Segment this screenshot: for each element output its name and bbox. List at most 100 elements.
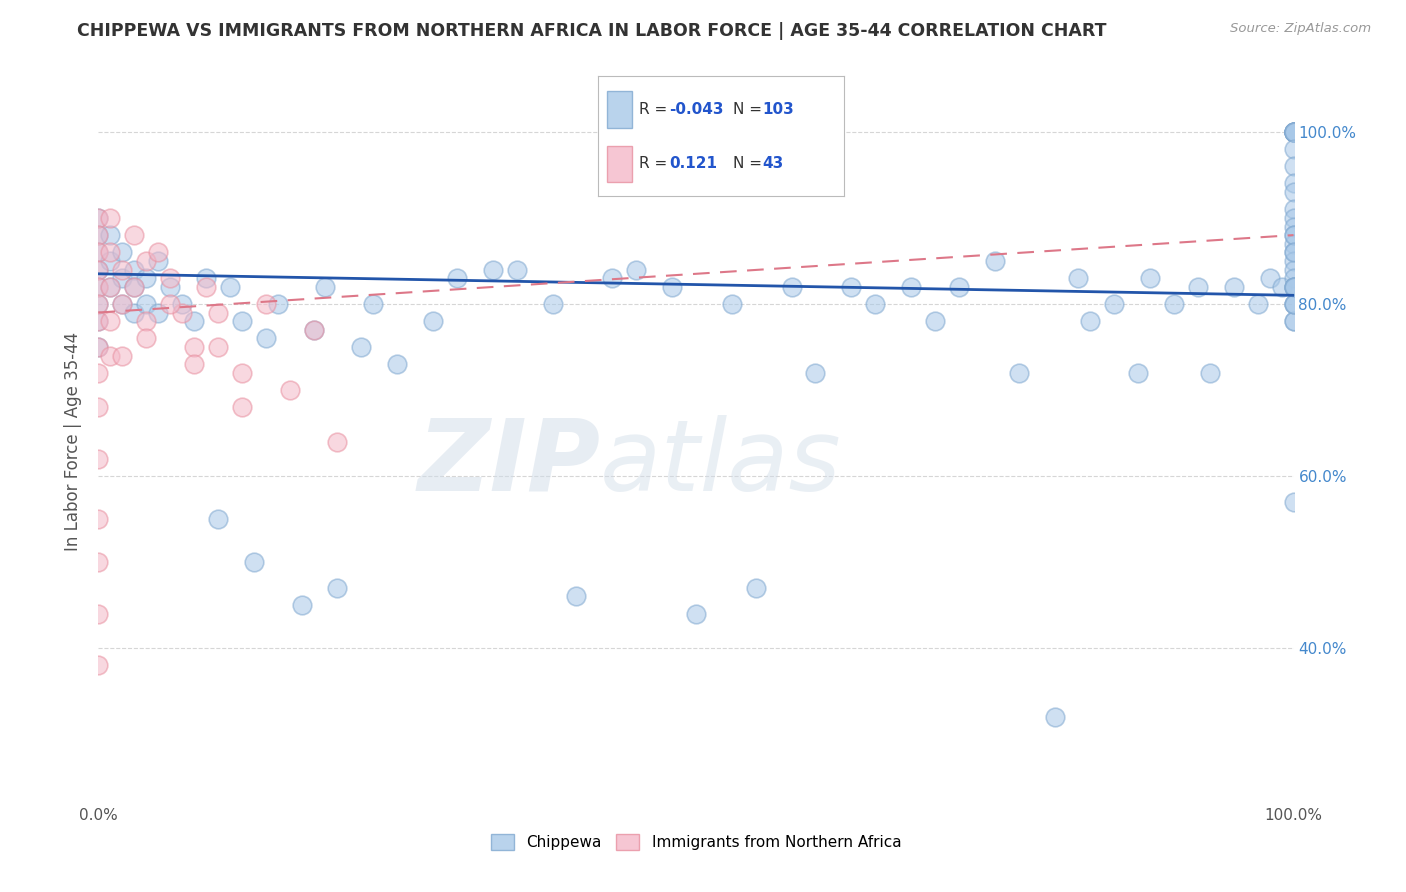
Point [87, 366, 110, 380]
Point [87, 314, 110, 328]
Point [1043, 710, 1066, 724]
Point [385, 357, 409, 371]
Point [148, 305, 170, 319]
Point [1282, 279, 1305, 293]
Point [124, 279, 146, 293]
Point [865, 297, 887, 311]
Point [207, 512, 229, 526]
Text: N =: N = [733, 102, 766, 117]
Point [231, 314, 253, 328]
Text: Source: ZipAtlas.com: Source: ZipAtlas.com [1230, 22, 1371, 36]
Point [135, 314, 157, 328]
Point [1282, 185, 1305, 199]
Point [124, 279, 146, 293]
Text: 43: 43 [762, 156, 783, 171]
Point [1139, 271, 1161, 285]
Point [219, 279, 242, 293]
Point [87, 340, 110, 354]
Point [98, 228, 122, 243]
Point [87, 512, 110, 526]
Point [1282, 297, 1305, 311]
Point [1282, 314, 1305, 328]
Point [1271, 279, 1294, 293]
Point [278, 383, 301, 397]
Point [1282, 211, 1305, 225]
Point [506, 262, 529, 277]
Point [124, 228, 146, 243]
Point [159, 271, 181, 285]
Point [780, 279, 803, 293]
Point [745, 581, 768, 595]
Text: R =: R = [640, 102, 672, 117]
Y-axis label: In Labor Force | Age 35-44: In Labor Force | Age 35-44 [65, 332, 83, 551]
Point [87, 228, 110, 243]
Point [159, 279, 181, 293]
Point [1282, 125, 1305, 139]
Point [1282, 125, 1305, 139]
Point [135, 297, 157, 311]
Point [1282, 253, 1305, 268]
Point [841, 279, 863, 293]
Point [87, 228, 110, 243]
Point [1163, 297, 1185, 311]
Point [87, 262, 110, 277]
Point [87, 658, 110, 673]
Point [350, 340, 373, 354]
Point [148, 245, 170, 260]
Point [183, 314, 205, 328]
Text: N =: N = [733, 156, 766, 171]
Point [1282, 125, 1305, 139]
Point [1282, 228, 1305, 243]
Point [111, 262, 134, 277]
Point [98, 314, 122, 328]
Point [1199, 366, 1222, 380]
Point [87, 297, 110, 311]
Point [1282, 125, 1305, 139]
Point [172, 305, 194, 319]
Point [87, 451, 110, 466]
Point [1067, 271, 1090, 285]
Point [291, 598, 314, 612]
Point [124, 262, 146, 277]
Point [1282, 262, 1305, 277]
Point [661, 279, 683, 293]
Point [87, 279, 110, 293]
Point [195, 271, 218, 285]
Point [315, 279, 337, 293]
Text: atlas: atlas [600, 415, 842, 512]
Point [124, 305, 146, 319]
Point [924, 314, 946, 328]
Point [87, 211, 110, 225]
Point [87, 340, 110, 354]
Point [195, 279, 218, 293]
Bar [607, 145, 633, 182]
Point [1282, 271, 1305, 285]
Point [1282, 245, 1305, 260]
Point [183, 340, 205, 354]
Point [207, 340, 229, 354]
Point [135, 253, 157, 268]
Point [87, 211, 110, 225]
Point [98, 253, 122, 268]
Text: 0.121: 0.121 [669, 156, 717, 171]
Point [363, 297, 385, 311]
Point [1282, 297, 1305, 311]
Point [481, 262, 505, 277]
Point [87, 279, 110, 293]
Bar [607, 92, 633, 128]
Point [1247, 297, 1270, 311]
Point [135, 331, 157, 345]
Point [1282, 279, 1305, 293]
Point [1282, 202, 1305, 217]
Point [87, 555, 110, 569]
Point [1282, 297, 1305, 311]
Point [87, 297, 110, 311]
Point [111, 271, 134, 285]
Point [626, 262, 648, 277]
Point [111, 297, 134, 311]
Point [1282, 236, 1305, 251]
Point [948, 279, 970, 293]
Point [98, 211, 122, 225]
Point [1282, 279, 1305, 293]
Point [326, 581, 349, 595]
